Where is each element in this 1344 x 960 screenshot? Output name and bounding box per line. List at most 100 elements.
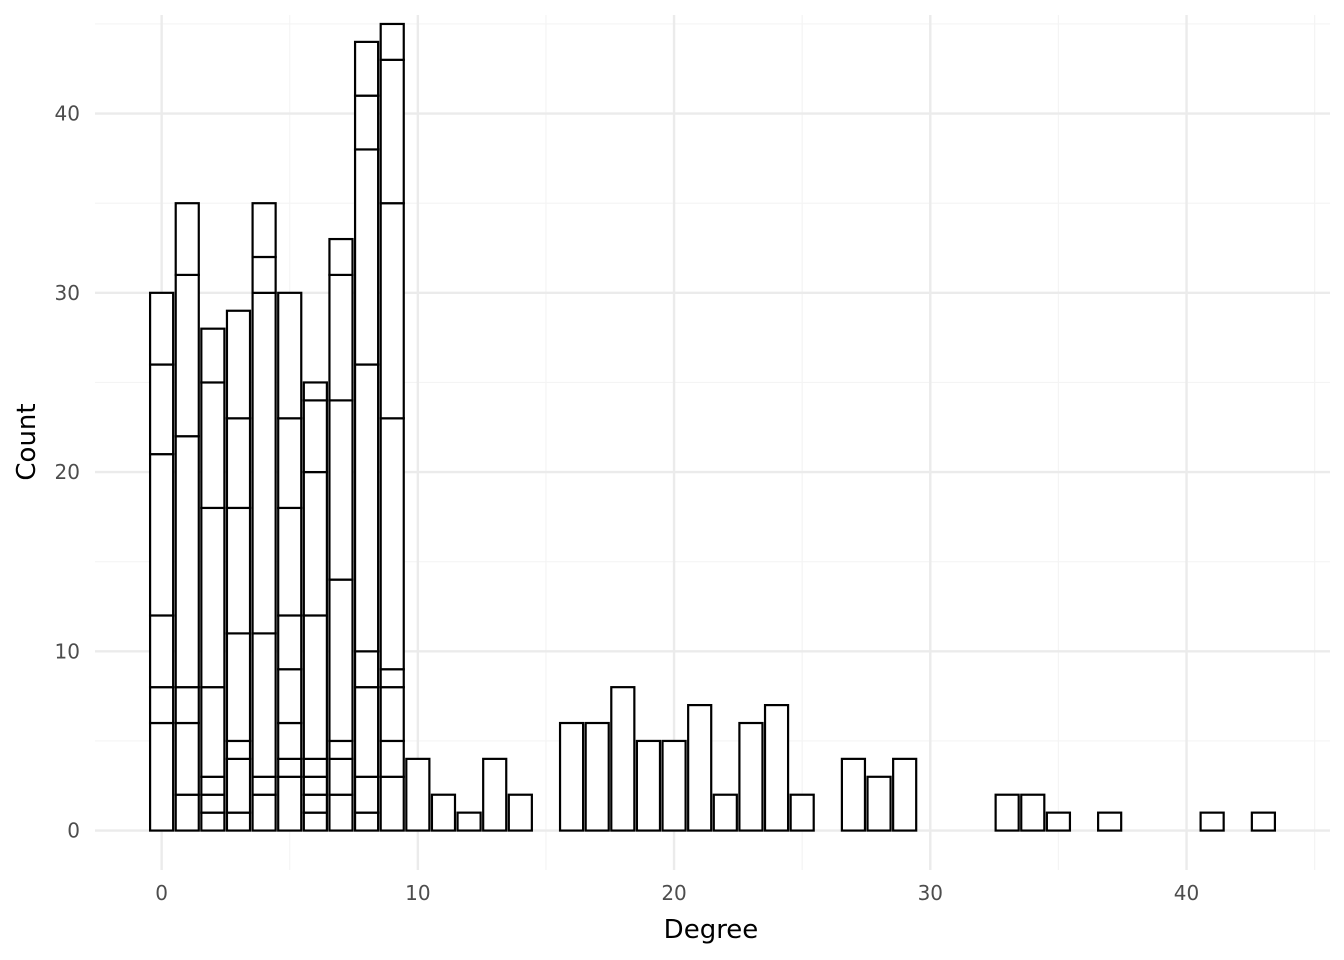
histogram-bar-segment (225, 309, 252, 420)
histogram-bar-segment (251, 255, 277, 294)
histogram-bar-segment (277, 775, 303, 832)
histogram-bar-segment (174, 202, 200, 277)
histogram-bar-segment (738, 721, 764, 832)
histogram-bar-segment (353, 40, 380, 97)
histogram-bar-segment (225, 739, 252, 760)
histogram-bar-segment (353, 148, 380, 366)
histogram-bar-segment (507, 793, 533, 832)
histogram-bar-segment (712, 793, 738, 832)
histogram-bar-segment (328, 739, 354, 760)
histogram-bar-segment (789, 793, 815, 832)
x-tick-label: 10 (405, 881, 430, 905)
histogram-bar-segment (353, 650, 380, 689)
histogram-bar-segment (302, 470, 328, 617)
x-tick-label: 40 (1174, 881, 1199, 905)
histogram-bar-segment (225, 417, 252, 510)
histogram-bar-segment (148, 453, 175, 617)
y-tick-label: 30 (55, 281, 80, 305)
histogram-bar-segment (200, 381, 226, 510)
histogram-bar-segment (353, 775, 380, 814)
histogram-bar-segment (174, 435, 200, 689)
histogram-bar-segment (353, 811, 380, 832)
y-tick-label: 0 (67, 819, 80, 843)
histogram-bar-segment (1097, 811, 1123, 832)
histogram-bar-segment (994, 793, 1020, 832)
histogram-bar-segment (277, 291, 303, 420)
histogram-bar-segment (866, 775, 892, 832)
histogram-bar-segment (225, 632, 252, 743)
histogram-bar-segment (302, 793, 328, 814)
histogram-bar-segment (277, 506, 303, 617)
histogram-bar-segment (251, 775, 277, 796)
histogram-bar-segment (302, 811, 328, 832)
x-axis-ticks: 0 10 20 30 40 (155, 881, 1199, 905)
histogram-bar-segment (225, 506, 252, 635)
histogram-bar-segment (379, 58, 405, 205)
histogram-bar-segment (661, 739, 687, 832)
histogram-bar-segment (302, 614, 328, 760)
histogram-bar-segment (174, 721, 200, 796)
histogram-bar-segment (584, 721, 610, 832)
x-axis-title: Degree (664, 915, 759, 945)
histogram-bar-segment (1250, 811, 1277, 832)
histogram-bar-segment (840, 757, 867, 832)
histogram-bar-segment (328, 399, 354, 581)
histogram-bar-segment (353, 686, 380, 778)
histogram-bar-segment (379, 739, 405, 778)
histogram-bar-segment (174, 686, 200, 725)
histogram-bar-segment (277, 721, 303, 760)
histogram-bar-segment (379, 417, 405, 671)
histogram-bar-segment (328, 273, 354, 402)
histogram-bar-segment (1020, 793, 1046, 832)
histogram-bar-segment (430, 793, 457, 832)
histogram-bar-segment (1199, 811, 1225, 832)
histogram-bar-segment (763, 703, 790, 832)
histogram-bar-segment (892, 757, 918, 832)
y-tick-label: 20 (55, 460, 80, 484)
histogram-bar-segment (1045, 811, 1072, 832)
histogram-bar-segment (379, 686, 405, 743)
histogram-bar-segment (148, 363, 175, 456)
histogram-bar-segment (225, 811, 252, 832)
histogram-bar-segment (687, 703, 713, 832)
histogram-bar-segment (328, 757, 354, 796)
histogram-bar-segment (302, 775, 328, 796)
y-tick-label: 40 (55, 102, 80, 126)
histogram-bar-segment (148, 614, 175, 689)
histogram-bar-segment (277, 614, 303, 671)
histogram-bar-segment (328, 578, 354, 743)
histogram-bar-segment (302, 757, 328, 778)
y-tick-label: 10 (55, 639, 80, 663)
histogram-bar-segment (277, 668, 303, 725)
histogram-bar-segment (148, 686, 175, 725)
histogram-bar-segment (174, 273, 200, 438)
histogram-bar-segment (379, 22, 405, 61)
histogram-bar-segment (302, 399, 328, 474)
histogram-bar-segment (379, 775, 405, 832)
histogram-bar-segment (251, 632, 277, 778)
histogram-bar-segment (200, 686, 226, 778)
histogram-bar-segment (277, 417, 303, 510)
histogram-bar-segment (328, 237, 354, 277)
histogram-bar-segment (200, 811, 226, 832)
histogram-bar-segment (225, 757, 252, 814)
histogram-bar-segment (251, 202, 277, 259)
histogram-bar-segment (200, 327, 226, 384)
histogram-bar-segment (379, 202, 405, 420)
x-tick-label: 0 (155, 881, 168, 905)
histogram-bar-segment (200, 506, 226, 689)
histogram-bar-segment (405, 757, 431, 832)
histogram-bar-segment (277, 757, 303, 778)
histogram-bar-segment (610, 686, 636, 832)
histogram-bar-segment (200, 793, 226, 814)
histogram-bar-segment (353, 94, 380, 151)
histogram-bar-segment (302, 381, 328, 402)
histogram-bar-segment (251, 793, 277, 832)
x-tick-label: 30 (918, 881, 943, 905)
histogram-bar-segment (558, 721, 585, 832)
histogram-bar-segment (456, 811, 482, 832)
histogram-bar-segment (200, 775, 226, 796)
histogram-bar-segment (251, 291, 277, 635)
histogram-bars (148, 22, 1277, 832)
